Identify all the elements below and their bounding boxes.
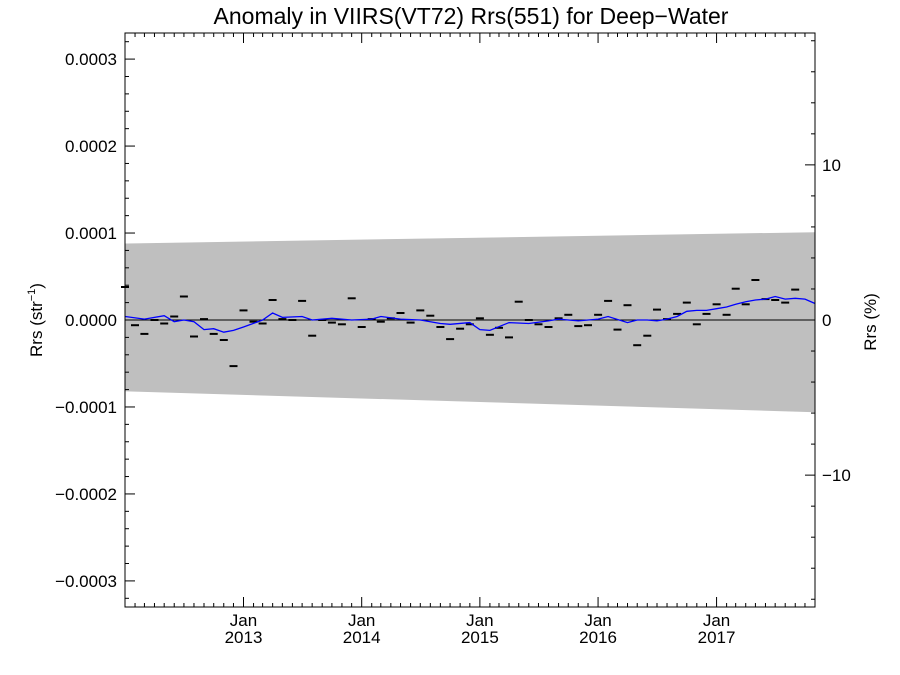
tick-labels-layer: 0.0003 0.0002 0.0001 0.0000 −0.0001 −0.0002 −0… <box>55 50 851 647</box>
y-axis-label-left: Rrs (str−1) <box>26 283 46 357</box>
y-right-tick-label: 10 <box>822 156 841 175</box>
y-left-tick-label: 0.0000 <box>65 311 117 330</box>
x-tick-label-year: 2017 <box>698 628 736 647</box>
y-axis-label-left-close: ) <box>27 283 46 289</box>
x-tick-label-month: Jan <box>703 611 730 630</box>
smoothed-trend-line <box>124 295 816 333</box>
y-left-tick-label: 0.0001 <box>65 224 117 243</box>
data-points-layer <box>121 279 800 368</box>
y-left-tick-label: −0.0001 <box>55 398 117 417</box>
x-tick-label-year: 2015 <box>461 628 499 647</box>
x-tick-label-month: Jan <box>584 611 611 630</box>
ticks-layer <box>125 33 815 607</box>
y-left-tick-label: 0.0002 <box>65 137 117 156</box>
x-tick-label-month: Jan <box>466 611 493 630</box>
y-left-tick-label: −0.0002 <box>55 485 117 504</box>
x-tick-label-year: 2014 <box>343 628 381 647</box>
y-left-tick-label: 0.0003 <box>65 50 117 69</box>
chart-title: Anomaly in VIIRS(VT72) Rrs(551) for Deep… <box>214 3 729 29</box>
y-axis-label-left-superscript: −1 <box>26 289 38 302</box>
smoothed-line-layer <box>124 295 816 333</box>
x-tick-label-month: Jan <box>230 611 257 630</box>
y-right-tick-label: 0 <box>822 311 831 330</box>
y-axis-label-left-base: Rrs (str <box>27 301 46 357</box>
y-axis-label-right: Rrs (%) <box>861 293 880 351</box>
x-tick-label-year: 2013 <box>225 628 263 647</box>
x-tick-label-month: Jan <box>348 611 375 630</box>
y-left-tick-label: −0.0003 <box>55 572 117 591</box>
y-right-tick-label: −10 <box>822 466 851 485</box>
x-tick-label-year: 2016 <box>579 628 617 647</box>
